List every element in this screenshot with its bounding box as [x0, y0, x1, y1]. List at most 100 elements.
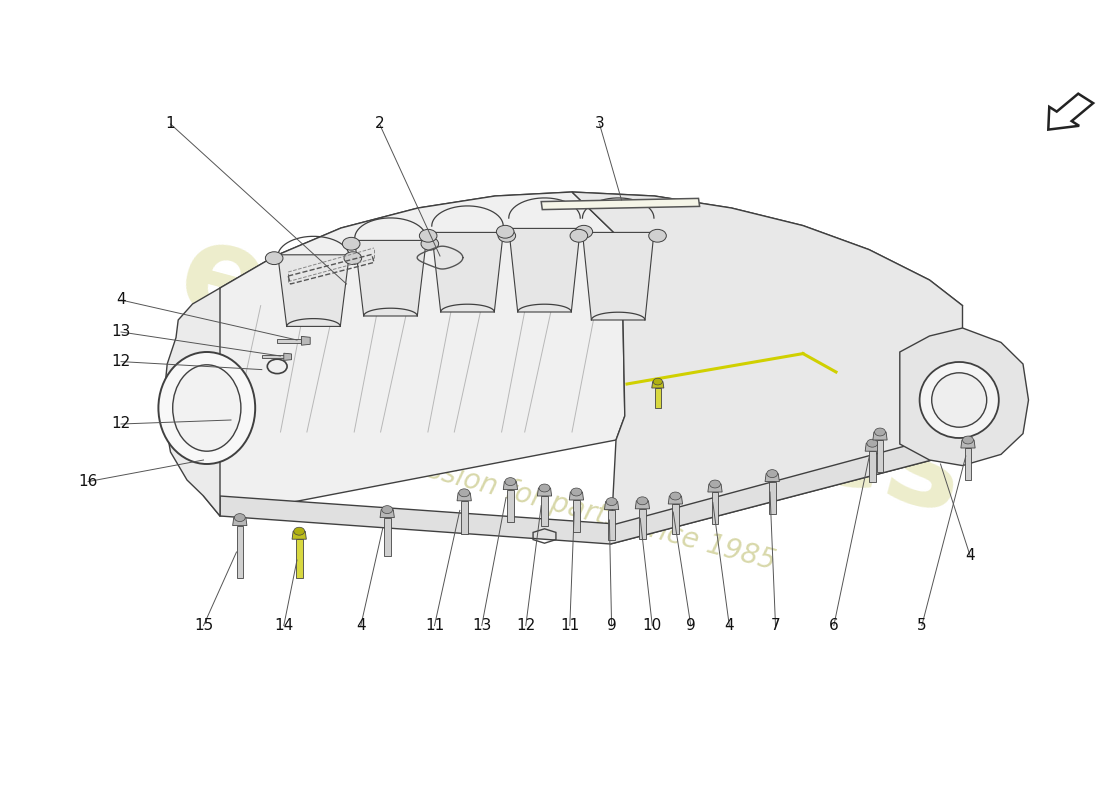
Polygon shape [708, 484, 722, 492]
Polygon shape [431, 232, 504, 312]
Polygon shape [639, 509, 646, 539]
Circle shape [874, 428, 886, 436]
Polygon shape [461, 501, 468, 534]
Polygon shape [277, 339, 301, 342]
Text: 5: 5 [917, 618, 926, 633]
Polygon shape [541, 496, 548, 526]
Polygon shape [277, 254, 350, 326]
Polygon shape [583, 232, 653, 320]
Polygon shape [541, 198, 700, 210]
Text: 15: 15 [194, 618, 213, 633]
Text: 13: 13 [111, 325, 131, 339]
Text: 3: 3 [595, 117, 604, 131]
Polygon shape [961, 440, 975, 448]
Polygon shape [669, 496, 682, 504]
Ellipse shape [932, 373, 987, 427]
Ellipse shape [158, 352, 255, 464]
Polygon shape [296, 539, 303, 578]
Circle shape [421, 238, 439, 250]
Polygon shape [538, 488, 551, 496]
Circle shape [342, 238, 360, 250]
Circle shape [505, 478, 516, 486]
Circle shape [867, 439, 878, 447]
Polygon shape [570, 492, 583, 500]
Text: 4: 4 [966, 549, 975, 563]
Polygon shape [508, 229, 581, 312]
Polygon shape [672, 504, 679, 534]
Text: 1: 1 [166, 117, 175, 131]
Text: eurospares: eurospares [166, 211, 978, 541]
Polygon shape [220, 432, 962, 544]
Polygon shape [608, 510, 615, 540]
Polygon shape [605, 502, 618, 510]
Polygon shape [458, 493, 471, 501]
Text: 2: 2 [375, 117, 384, 131]
Text: 12: 12 [111, 417, 131, 431]
Circle shape [571, 488, 582, 496]
Polygon shape [651, 382, 663, 388]
Polygon shape [873, 432, 887, 440]
Circle shape [294, 527, 305, 535]
Polygon shape [877, 440, 883, 472]
Polygon shape [769, 482, 776, 514]
Text: 16: 16 [78, 474, 98, 489]
Polygon shape [204, 192, 625, 516]
Polygon shape [507, 490, 514, 522]
Circle shape [265, 252, 283, 265]
Polygon shape [504, 482, 518, 490]
Polygon shape [163, 288, 220, 516]
Text: 10: 10 [642, 618, 662, 633]
Polygon shape [301, 337, 310, 346]
Text: 6: 6 [829, 618, 838, 633]
Circle shape [710, 480, 720, 488]
Circle shape [234, 514, 245, 522]
Text: 12: 12 [516, 618, 536, 633]
Polygon shape [354, 240, 426, 316]
Text: 11: 11 [560, 618, 580, 633]
Circle shape [419, 230, 437, 242]
Text: 9: 9 [686, 618, 695, 633]
Text: 14: 14 [274, 618, 294, 633]
Circle shape [344, 252, 362, 265]
Circle shape [606, 498, 617, 506]
Circle shape [498, 230, 516, 242]
Circle shape [649, 230, 667, 242]
Circle shape [539, 484, 550, 492]
Circle shape [382, 506, 393, 514]
Polygon shape [965, 448, 971, 480]
Polygon shape [233, 518, 246, 526]
Polygon shape [293, 531, 306, 539]
Circle shape [637, 497, 648, 505]
Ellipse shape [173, 365, 241, 451]
Circle shape [767, 470, 778, 478]
Text: 4: 4 [117, 293, 125, 307]
Polygon shape [211, 192, 963, 328]
Polygon shape [712, 492, 718, 524]
Circle shape [962, 436, 974, 444]
Text: 4: 4 [725, 618, 734, 633]
Ellipse shape [920, 362, 999, 438]
Circle shape [570, 230, 587, 242]
Polygon shape [636, 501, 649, 509]
Circle shape [496, 226, 514, 238]
Polygon shape [381, 510, 394, 518]
Text: 13: 13 [472, 618, 492, 633]
Polygon shape [656, 388, 660, 408]
Polygon shape [866, 443, 880, 451]
Polygon shape [900, 328, 1028, 466]
Text: 12: 12 [111, 354, 131, 369]
Polygon shape [262, 355, 284, 358]
Text: a passion for parts since 1985: a passion for parts since 1985 [365, 440, 779, 576]
Text: 4: 4 [356, 618, 365, 633]
Polygon shape [236, 526, 243, 578]
Circle shape [670, 492, 681, 500]
Polygon shape [384, 518, 390, 556]
Polygon shape [572, 192, 962, 544]
Text: 11: 11 [425, 618, 444, 633]
Circle shape [459, 489, 470, 497]
Circle shape [575, 226, 593, 238]
Polygon shape [284, 354, 292, 360]
Polygon shape [766, 474, 779, 482]
Circle shape [653, 378, 662, 385]
Text: 7: 7 [771, 618, 780, 633]
